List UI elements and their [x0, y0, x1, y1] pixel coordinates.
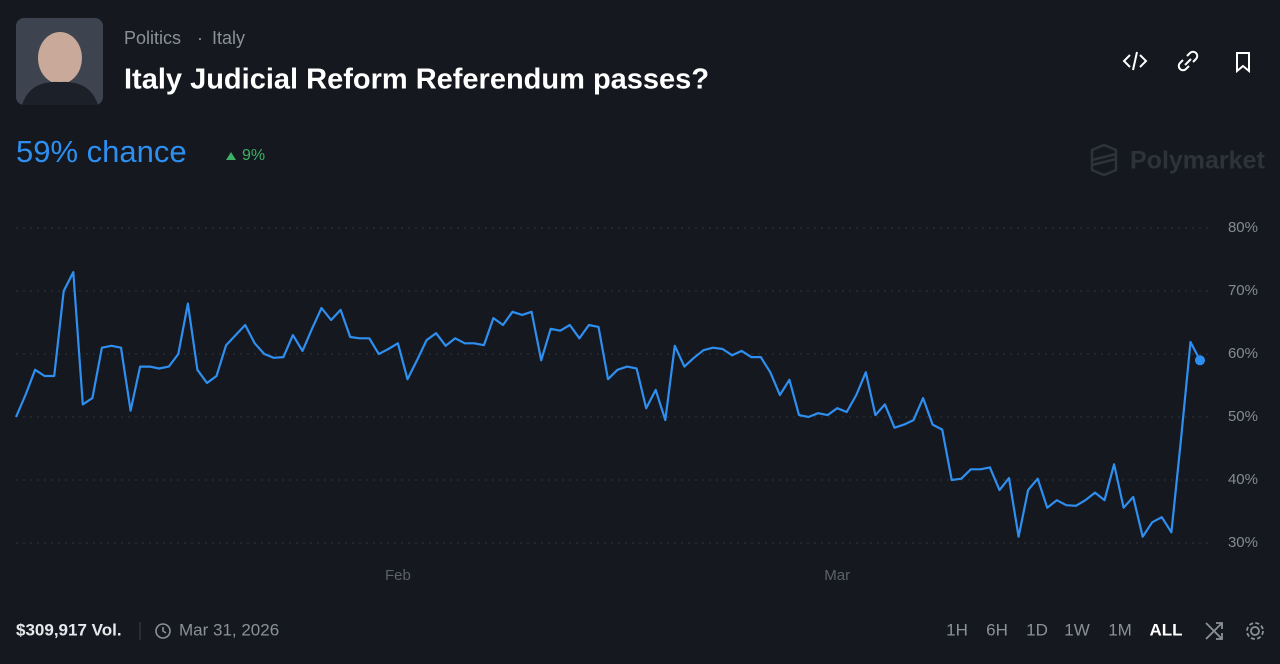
brand: Polymarket — [1130, 147, 1265, 175]
embed-icon[interactable] — [1122, 51, 1148, 71]
volume: $309,917 Vol. — [16, 620, 122, 639]
range-button[interactable]: 6H — [986, 620, 1008, 639]
clock-icon — [155, 623, 171, 639]
shuffle-icon[interactable] — [1205, 622, 1223, 640]
range-button[interactable]: ALL — [1149, 620, 1182, 639]
brand-logo — [1090, 143, 1118, 177]
y-tick-label: 50% — [1228, 408, 1258, 425]
subcategory[interactable]: Italy — [212, 28, 245, 48]
link-icon[interactable] — [1177, 50, 1199, 72]
x-tick-label: Mar — [824, 567, 850, 584]
separator: · — [197, 28, 203, 48]
bookmark-icon[interactable] — [1236, 52, 1250, 74]
price-line — [14, 271, 1201, 538]
y-tick-label: 40% — [1228, 471, 1258, 488]
market-image — [16, 18, 103, 105]
y-tick-label: 80% — [1228, 219, 1258, 236]
y-tick-label: 30% — [1228, 534, 1258, 551]
chart: 30% 40% 50% 60% 70% 80% Feb Mar — [14, 219, 1258, 584]
range-button[interactable]: 1D — [1026, 620, 1048, 639]
x-tick-label: Feb — [385, 567, 411, 584]
range-button[interactable]: 1M — [1108, 620, 1132, 639]
market-title: Italy Judicial Reform Referendum passes? — [124, 64, 709, 96]
range-buttons: 1H 6H 1D 1W 1M ALL — [946, 620, 1182, 639]
up-arrow — [226, 152, 236, 160]
change: 9% — [242, 147, 265, 164]
end-date: Mar 31, 2026 — [179, 620, 279, 639]
settings-icon[interactable] — [1246, 622, 1264, 640]
y-tick-label: 70% — [1228, 282, 1258, 299]
footer-icons — [1205, 622, 1264, 640]
range-button[interactable]: 1H — [946, 620, 968, 639]
category[interactable]: Politics — [124, 28, 181, 48]
header-icons — [1122, 50, 1250, 74]
current-point — [1195, 355, 1205, 366]
range-button[interactable]: 1W — [1064, 620, 1090, 639]
chance: 59% chance — [16, 134, 187, 169]
y-tick-label: 60% — [1228, 345, 1258, 362]
